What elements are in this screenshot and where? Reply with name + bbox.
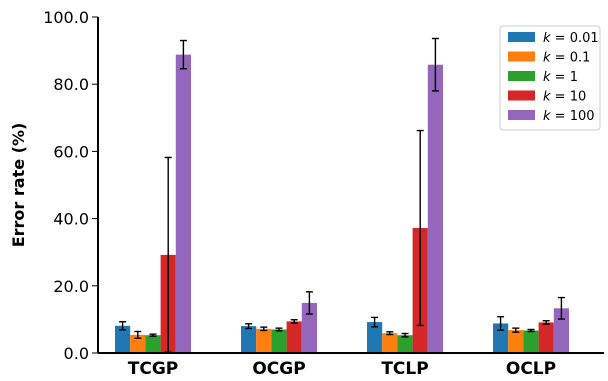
bar: [382, 333, 398, 353]
bar: [271, 329, 287, 353]
legend-label: k = 100: [543, 109, 595, 124]
y-axis-label: Error rate (%): [9, 123, 28, 248]
legend-swatch: [508, 71, 535, 81]
y-axis-ticks: 0.0 20.0 40.0 60.0 80.0 100.0: [43, 8, 98, 363]
error-bars: [119, 37, 565, 354]
legend-value: = 0.1: [551, 51, 591, 66]
legend: k = 0.01k = 0.1k = 1k = 10k = 100: [499, 25, 601, 131]
x-category-label: TCLP: [381, 359, 428, 379]
bar: [175, 54, 191, 354]
legend-symbol: k: [543, 109, 551, 124]
legend-swatch: [508, 90, 535, 101]
legend-symbol: k: [543, 51, 551, 66]
legend-label: k = 0.1: [543, 51, 590, 66]
legend-value: = 100: [551, 109, 595, 124]
bar: [523, 330, 539, 353]
x-category-label: OCGP: [252, 359, 305, 379]
bar: [301, 302, 317, 353]
legend-swatch: [508, 51, 535, 62]
y-tick-label: 20.0: [53, 277, 89, 296]
y-tick-label: 0.0: [64, 344, 89, 363]
bar: [367, 322, 383, 353]
bar: [508, 330, 524, 353]
bar: [130, 334, 146, 353]
y-tick-label: 60.0: [53, 142, 89, 161]
bar: [286, 321, 302, 353]
legend-symbol: k: [543, 31, 551, 46]
x-category-label: TCGP: [128, 359, 179, 379]
y-tick-label: 40.0: [53, 210, 89, 229]
legend-symbol: k: [543, 70, 551, 85]
legend-label: k = 1: [543, 70, 578, 85]
legend-label: k = 0.01: [543, 31, 599, 46]
bar: [397, 335, 413, 353]
bar: [115, 325, 131, 353]
y-tick-label: 100.0: [43, 8, 89, 27]
axes: [97, 17, 604, 354]
legend-swatch: [508, 32, 535, 42]
bar: [538, 322, 554, 353]
bar: [256, 328, 272, 353]
legend-value: = 1: [551, 70, 578, 85]
legend-value: = 0.01: [551, 31, 599, 46]
legend-swatch: [508, 110, 535, 120]
bar: [427, 64, 443, 353]
legend-label: k = 10: [543, 90, 586, 105]
bar: [493, 323, 509, 353]
legend-value: = 10: [551, 90, 587, 105]
y-tick-label: 80.0: [53, 75, 89, 94]
bar: [241, 326, 257, 353]
bar: [145, 335, 161, 353]
legend-symbol: k: [543, 90, 551, 105]
x-axis-category-labels: TCGP OCGP TCLP OCLP: [128, 359, 556, 379]
x-category-label: OCLP: [506, 359, 556, 379]
bar: [553, 308, 569, 353]
